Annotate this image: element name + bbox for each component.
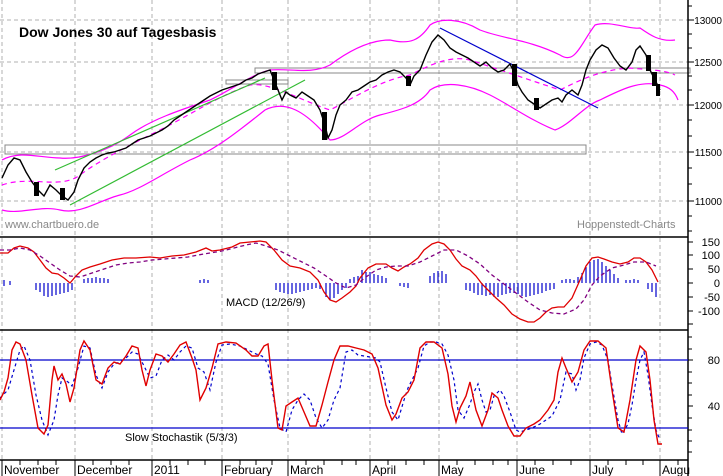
vertical-grid [1,0,661,476]
svg-text:11000: 11000 [695,197,723,208]
watermark-left: www.chartbuero.de [4,219,99,231]
price-zones [4,67,691,155]
macd-line [0,240,659,323]
svg-text:-100: -100 [698,306,720,318]
price-axis-labels: 13000 12500 12000 11500 11000 [694,16,722,208]
svg-text:11500: 11500 [695,148,723,159]
bollinger-bands [1,19,679,213]
candle-bodies [34,55,660,200]
svg-text:150: 150 [702,237,720,249]
price-candles [1,34,661,201]
horizontal-grid [0,19,688,202]
right-axis-ticks [688,5,694,453]
svg-text:12000: 12000 [694,101,722,112]
macd-axis-labels: 150 100 50 0 -50 -100 [698,237,720,318]
month-august: Augu [662,463,690,476]
stoch-label: Slow Stochastik (5/3/3) [125,432,238,444]
month-march: March [290,463,323,476]
svg-text:13000: 13000 [694,16,722,27]
macd-label: MACD (12/26/9) [226,297,305,309]
svg-text:-50: -50 [704,292,720,304]
month-2011: 2011 [154,463,180,476]
svg-text:100: 100 [702,250,720,262]
svg-text:40: 40 [708,401,720,413]
watermark-right: Hoppenstedt-Charts [577,219,676,231]
stoch-axis-labels: 80 40 [708,355,720,413]
month-may: May [441,463,464,476]
svg-text:0: 0 [714,278,720,290]
month-labels: November December 2011 February March Ap… [4,463,690,476]
chart-title: Dow Jones 30 auf Tagesbasis [19,24,217,40]
svg-text:12500: 12500 [694,58,722,69]
svg-text:50: 50 [708,264,720,276]
month-july: July [592,463,613,476]
macd-histogram [3,259,657,300]
svg-text:80: 80 [708,355,720,367]
signal-line [0,242,657,315]
month-november: November [4,463,59,476]
month-february: February [224,463,272,476]
month-april: April [372,463,396,476]
time-axis-ticks [1,460,679,476]
trend-lines [54,27,599,206]
month-june: June [519,463,545,476]
stoch-d-line [0,341,661,441]
month-december: December [77,463,132,476]
stoch-k-line [0,339,662,445]
